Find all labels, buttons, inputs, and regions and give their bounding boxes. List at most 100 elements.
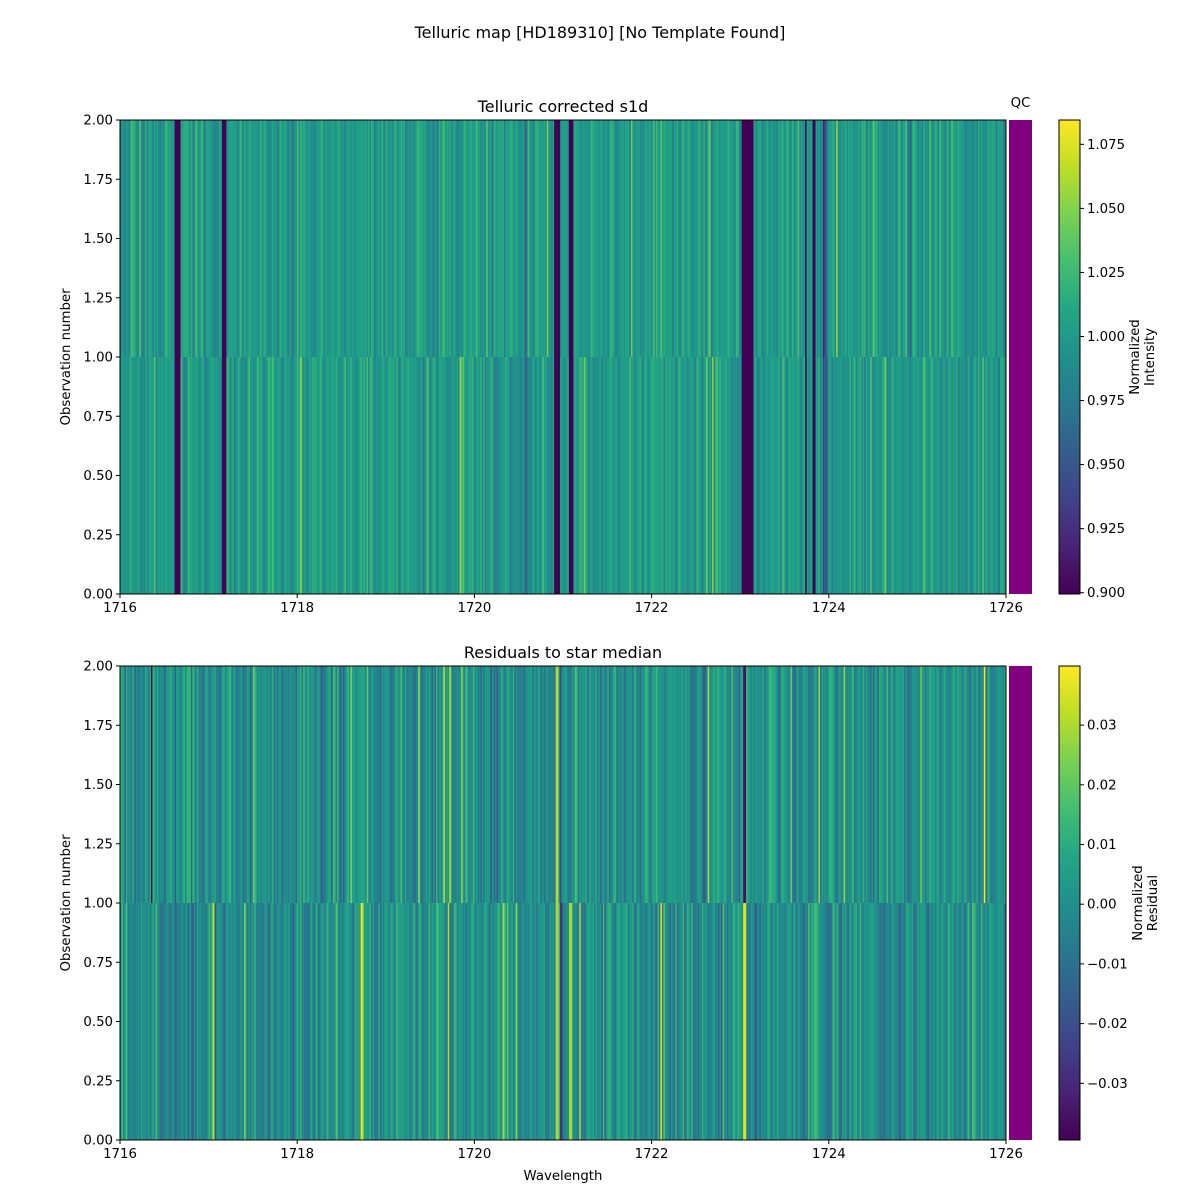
heatmap-cell	[738, 666, 741, 903]
heatmap-cell	[261, 357, 264, 594]
heatmap-cell	[821, 666, 824, 903]
heatmap-cell	[425, 666, 428, 903]
heatmap-cell	[409, 903, 412, 1140]
heatmap-cell	[577, 666, 580, 903]
heatmap-cell	[678, 903, 681, 1140]
colorbar-label-line: Normalized	[1128, 319, 1143, 394]
heatmap-cell	[749, 120, 751, 357]
heatmap-cell	[334, 357, 336, 594]
heatmap-cell	[701, 357, 704, 594]
heatmap-cell	[788, 120, 791, 357]
heatmap-cell	[509, 903, 512, 1140]
heatmap-cell	[979, 666, 982, 903]
heatmap-cell	[907, 120, 909, 357]
heatmap-cell	[481, 357, 484, 594]
heatmap-cell	[678, 357, 681, 594]
heatmap-cell	[785, 903, 788, 1140]
heatmap-cell	[842, 357, 844, 594]
heatmap-cell	[189, 357, 192, 594]
heatmap-cell	[441, 903, 444, 1140]
x-tick-label: 1722	[635, 1147, 669, 1162]
heatmap-cell	[444, 666, 447, 903]
heatmap-cell	[179, 666, 181, 903]
heatmap-cell	[369, 666, 372, 903]
heatmap-cell	[588, 903, 590, 1140]
y-tick-label: 1.00	[83, 897, 113, 912]
heatmap-cell	[728, 666, 731, 903]
heatmap-cell	[400, 666, 403, 903]
qc-strip	[1009, 666, 1032, 1140]
heatmap-cell	[630, 666, 633, 903]
heatmap-cell	[124, 666, 127, 903]
heatmap-cell	[462, 666, 465, 903]
heatmap-cell	[484, 357, 487, 594]
heatmap-cell	[803, 357, 806, 594]
heatmap-cell	[371, 357, 373, 594]
heatmap-cell	[657, 357, 660, 594]
heatmap-cell	[493, 666, 496, 903]
heatmap-cell	[272, 357, 274, 594]
heatmap-cell	[437, 357, 440, 594]
heatmap-cell	[183, 666, 186, 903]
heatmap-cell	[601, 357, 604, 594]
heatmap-cell	[549, 357, 552, 594]
heatmap-cell	[158, 120, 161, 357]
heatmap-cell	[762, 666, 765, 903]
heatmap-cell	[602, 357, 605, 594]
heatmap-cell	[992, 666, 995, 903]
heatmap-cell	[639, 120, 642, 357]
heatmap-cell	[260, 666, 263, 903]
heatmap-cell	[201, 357, 204, 594]
heatmap-cell	[260, 120, 263, 357]
heatmap-cell	[732, 120, 735, 357]
heatmap-cell	[802, 357, 805, 594]
heatmap-cell	[658, 666, 661, 903]
heatmap-cell	[125, 120, 128, 357]
heatmap-cell	[153, 357, 156, 594]
heatmap-cell	[173, 120, 176, 357]
heatmap-cell	[427, 666, 430, 903]
heatmap-cell	[334, 903, 336, 1140]
heatmap-cell	[540, 903, 543, 1140]
heatmap-cell	[180, 357, 183, 594]
heatmap-cell	[845, 357, 847, 594]
heatmap-cell	[880, 666, 883, 903]
heatmap-cell	[611, 357, 614, 594]
heatmap-cell	[846, 357, 849, 594]
heatmap-cell	[232, 357, 235, 594]
heatmap-cell	[468, 903, 471, 1140]
heatmap-cell	[977, 357, 980, 594]
heatmap-cell	[307, 357, 310, 594]
heatmap-cell	[137, 357, 140, 594]
heatmap-cell	[405, 903, 407, 1140]
heatmap-cell	[976, 357, 979, 594]
heatmap-cell	[917, 903, 920, 1140]
heatmap-cell	[580, 903, 583, 1140]
heatmap-cell	[819, 666, 822, 903]
heatmap-cell	[695, 357, 698, 594]
heatmap-cell	[886, 666, 889, 903]
heatmap-cell	[526, 903, 528, 1140]
heatmap-cell	[409, 120, 412, 357]
heatmap-cell	[613, 120, 616, 357]
heatmap-cell	[552, 903, 555, 1140]
heatmap-cell	[626, 666, 629, 903]
x-tick-label: 1718	[280, 1147, 314, 1162]
heatmap-cell	[136, 357, 139, 594]
heatmap-cell	[406, 903, 409, 1140]
heatmap-cell	[902, 666, 905, 903]
heatmap-cell	[985, 666, 988, 903]
heatmap-cell	[939, 903, 942, 1140]
heatmap-cell	[729, 666, 732, 903]
heatmap-cell	[198, 903, 201, 1140]
heatmap-cell	[334, 120, 336, 357]
heatmap-cell	[177, 666, 180, 903]
heatmap-cell	[217, 357, 220, 594]
heatmap-cell	[796, 120, 799, 357]
heatmap-cell	[412, 903, 415, 1140]
heatmap-cell	[199, 903, 202, 1140]
heatmap-cell	[542, 666, 545, 903]
heatmap-cell	[400, 120, 403, 357]
heatmap-cell	[998, 666, 1001, 903]
heatmap-cell	[718, 357, 720, 594]
